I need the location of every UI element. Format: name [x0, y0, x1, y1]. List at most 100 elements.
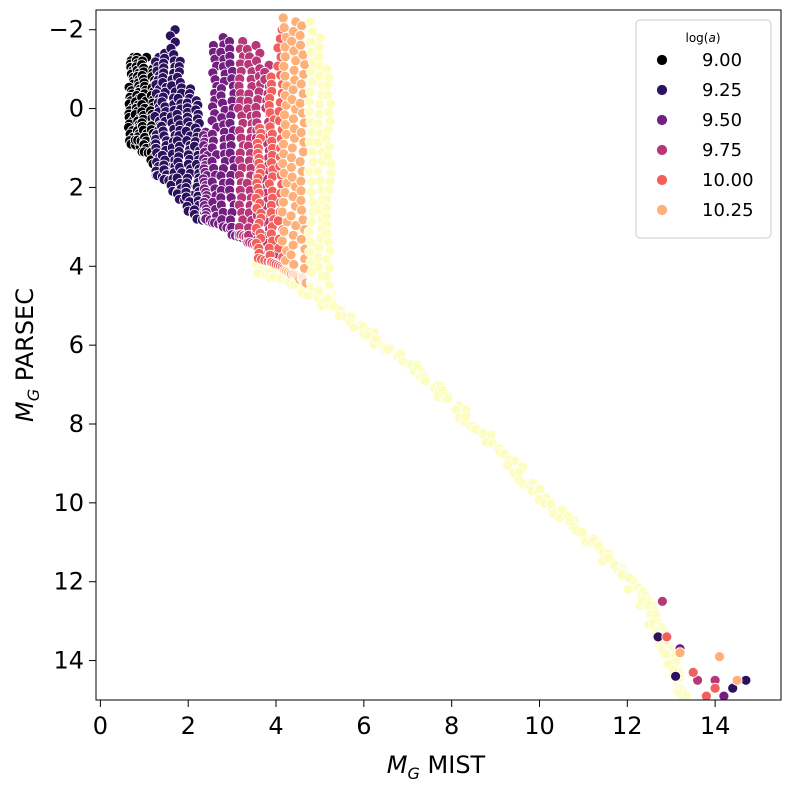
point-series-10-25 [278, 61, 290, 72]
point-series-10-25 [295, 127, 307, 138]
main-sequence-point [534, 483, 546, 495]
point-series-10-50 [307, 76, 319, 88]
point-series-9-75-outlier [657, 596, 668, 607]
y-tick-label: 4 [69, 252, 84, 280]
point-series-10-25 [285, 210, 297, 222]
point-series-10-50 [313, 51, 325, 63]
legend-marker [656, 54, 668, 66]
y-tick-label: 2 [69, 173, 84, 201]
point-series-10-25 [278, 22, 290, 34]
main-sequence-point [348, 321, 360, 333]
point-series-10-25 [278, 225, 290, 237]
legend-marker [656, 174, 668, 186]
x-tick-label: 6 [356, 712, 371, 740]
legend-title: log(a) [685, 31, 720, 45]
main-sequence-point [660, 648, 672, 660]
point-series-10-25 [288, 65, 300, 76]
point-series-10-25 [295, 233, 307, 245]
point-series-10-50 [325, 98, 337, 110]
point-series-10-25 [279, 109, 290, 121]
y-tick-label: 8 [69, 410, 84, 438]
point-series-10-25 [295, 195, 307, 206]
point-series-10-25-outlier [714, 651, 725, 662]
main-sequence-point [460, 411, 472, 423]
main-sequence-point [623, 572, 635, 584]
point-series-10-50 [312, 118, 324, 129]
point-series-10-25 [286, 142, 298, 154]
point-series-10-50 [303, 226, 315, 238]
point-series-10-25 [276, 235, 288, 247]
legend-label: 9.00 [702, 50, 742, 71]
point-series-10-25 [295, 39, 306, 51]
point-series-10-50 [313, 261, 325, 273]
point-series-10-25-outlier [731, 674, 743, 686]
point-series-10-50 [313, 242, 325, 254]
legend-label: 10.00 [702, 170, 754, 191]
point-series-10-25 [285, 249, 297, 261]
main-sequence-point [545, 498, 557, 510]
point-series-10-50 [303, 106, 315, 118]
point-series-10-50 [307, 156, 319, 168]
main-sequence-point [577, 526, 588, 538]
x-tick-label: 0 [93, 712, 108, 740]
point-series-10-50 [313, 285, 325, 297]
main-sequence-point [382, 343, 394, 355]
point-series-10-25 [294, 156, 306, 168]
point-series-10-25 [286, 35, 298, 47]
y-tick-label: −2 [49, 16, 84, 44]
x-tick-label: 10 [524, 712, 555, 740]
point-series-10-50 [303, 166, 315, 178]
point-series-10-25-outlier [674, 647, 686, 659]
point-series-10-50 [313, 99, 325, 110]
legend-label: 9.25 [702, 80, 742, 101]
y-axis-title: MG PARSEC [11, 288, 43, 422]
x-axis-title: MG MIST [387, 751, 486, 783]
point-series-10-00-outlier [709, 682, 721, 694]
point-series-10-50 [303, 96, 315, 108]
main-sequence-point [602, 552, 614, 564]
y-tick-label: 10 [53, 489, 84, 517]
point-series-10-25 [295, 185, 307, 197]
main-sequence-point [502, 459, 514, 471]
point-series-9-50-outlier [718, 690, 730, 700]
point-series-10-50 [304, 16, 316, 28]
point-series-10-25 [294, 30, 306, 41]
data-points [123, 12, 752, 700]
legend-label: 9.75 [702, 140, 742, 161]
point-series-10-50 [314, 175, 326, 187]
legend-label: 9.50 [702, 110, 742, 131]
legend-entries: 9.00 9.25 9.50 9.75 10.00 10.25 [656, 50, 754, 221]
legend: log(a) 9.00 9.25 9.50 9.75 10.00 10.25 [635, 19, 772, 239]
point-series-10-50 [312, 165, 324, 177]
point-series-10-00-outlier [687, 667, 699, 678]
point-series-10-25 [279, 51, 291, 63]
point-series-10-50 [305, 86, 316, 98]
x-tick-label: 12 [612, 712, 643, 740]
point-series-10-50 [305, 216, 317, 228]
point-series-10-25 [294, 98, 306, 109]
point-series-10-00-outlier [661, 631, 673, 643]
x-tick-label: 4 [268, 712, 283, 740]
y-tick-label: 0 [69, 95, 84, 123]
x-axis: 0 2 4 6 8 10 12 14 [93, 700, 730, 740]
point-series-10-50 [321, 293, 333, 305]
point-series-10-25 [277, 12, 289, 24]
main-sequence-point [450, 403, 462, 415]
legend-marker [656, 84, 668, 96]
main-sequence-point [420, 375, 431, 387]
main-sequence-point [622, 584, 634, 595]
point-series-10-25 [296, 204, 308, 216]
main-sequence-point [677, 695, 688, 700]
point-series-10-25 [286, 171, 298, 183]
point-series-10-25 [285, 161, 297, 173]
point-series-10-50 [314, 108, 326, 120]
legend-marker [656, 204, 668, 216]
point-series-10-25 [279, 70, 291, 82]
point-series-10-50 [322, 236, 334, 248]
point-series-10-25 [287, 113, 299, 125]
y-tick-label: 12 [53, 568, 84, 596]
point-series-10-50 [314, 32, 326, 43]
y-tick-label: 6 [69, 331, 84, 359]
point-series-10-50 [313, 41, 325, 53]
